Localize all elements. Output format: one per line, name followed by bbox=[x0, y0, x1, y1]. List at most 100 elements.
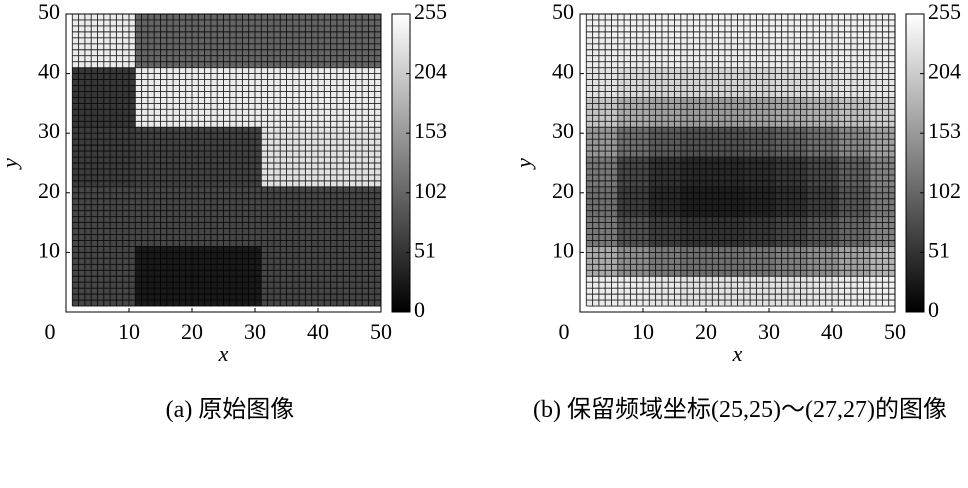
heatmap-cell bbox=[680, 157, 713, 187]
heatmap-cell bbox=[743, 97, 776, 128]
colorbar-tick-label: 51 bbox=[414, 237, 436, 262]
heatmap-cell bbox=[806, 67, 839, 98]
heatmap-cell bbox=[838, 216, 870, 247]
x-tick-label: 20 bbox=[695, 319, 717, 344]
heatmap-cell bbox=[617, 157, 650, 187]
heatmap-cell bbox=[806, 127, 839, 158]
colorbar bbox=[391, 13, 411, 313]
heatmap-cell bbox=[838, 67, 870, 98]
y-tick-label: 10 bbox=[552, 237, 574, 262]
heatmap-cell bbox=[806, 97, 839, 128]
colorbar-tick-label: 255 bbox=[414, 0, 447, 24]
colorbar-tick-label: 204 bbox=[414, 59, 447, 84]
heatmap-cell bbox=[649, 157, 681, 187]
colorbar bbox=[905, 13, 925, 313]
x-tick-label: 10 bbox=[118, 319, 140, 344]
heatmap-cell bbox=[775, 157, 807, 187]
heatmap-cell bbox=[680, 37, 713, 68]
caption: (a) 原始图像 bbox=[165, 397, 295, 423]
heatmap-cell bbox=[586, 127, 618, 158]
colorbar-tick-label: 0 bbox=[928, 297, 939, 322]
heatmap-cell bbox=[806, 246, 839, 277]
heatmap-cell bbox=[712, 157, 744, 187]
colorbar-tick-label: 204 bbox=[928, 59, 961, 84]
heatmap-cell bbox=[712, 37, 744, 68]
heatmap-cell bbox=[712, 216, 744, 247]
x-tick-label: 20 bbox=[181, 319, 203, 344]
heatmap-cell bbox=[712, 127, 744, 158]
heatmap-cell bbox=[743, 276, 776, 307]
heatmap-cell bbox=[712, 67, 744, 98]
plot-frame bbox=[65, 13, 382, 313]
colorbar-tick-label: 255 bbox=[928, 0, 961, 24]
heatmap-cell bbox=[649, 246, 681, 277]
y-tick-label: 10 bbox=[38, 237, 60, 262]
heatmap-cell bbox=[617, 276, 650, 307]
heatmap-cell bbox=[649, 67, 681, 98]
heatmap-cell bbox=[743, 37, 776, 68]
heatmap-cell bbox=[649, 97, 681, 128]
heatmap-cell bbox=[775, 186, 807, 217]
heatmap-cell bbox=[586, 157, 618, 187]
heatmap-cell bbox=[586, 37, 618, 68]
y-tick-label: 30 bbox=[552, 118, 574, 143]
heatmap-cell bbox=[712, 97, 744, 128]
heatmap-cell bbox=[586, 276, 618, 307]
heatmap-cell bbox=[649, 37, 681, 68]
x-tick-label: 30 bbox=[758, 319, 780, 344]
heatmap-cell bbox=[838, 127, 870, 158]
y-tick-label: 20 bbox=[552, 178, 574, 203]
heatmap-cell bbox=[649, 186, 681, 217]
heatmap-cell bbox=[680, 67, 713, 98]
heatmap-cell bbox=[806, 186, 839, 217]
heatmap-cell bbox=[712, 186, 744, 217]
heatmap-cell bbox=[617, 246, 650, 277]
heatmap-cell bbox=[743, 127, 776, 158]
heatmap-cell bbox=[806, 37, 839, 68]
y-tick-label: 40 bbox=[552, 59, 574, 84]
heatmap-cell bbox=[617, 216, 650, 247]
heatmap-cell bbox=[680, 97, 713, 128]
figure: 0 10 20 30 40 50 10 20 30 40 50 x y 0 51 102 153 204 255 0 1… bbox=[0, 0, 961, 366]
heatmap-cell bbox=[680, 276, 713, 307]
heatmap-cell bbox=[712, 246, 744, 277]
colorbar-tick-label: 51 bbox=[928, 237, 950, 262]
x-tick-label: 40 bbox=[307, 319, 329, 344]
heatmap-cell bbox=[806, 157, 839, 187]
x-tick-label: 50 bbox=[884, 319, 906, 344]
mesh bbox=[585, 13, 896, 307]
heatmap-cell bbox=[649, 216, 681, 247]
heatmap-cell bbox=[838, 157, 870, 187]
heatmap-cell bbox=[680, 127, 713, 158]
heatmap-cell bbox=[775, 37, 807, 68]
heatmap-cell bbox=[775, 276, 807, 307]
heatmap-cell bbox=[680, 246, 713, 277]
heatmap-cell bbox=[775, 127, 807, 158]
colorbar-tick-label: 153 bbox=[414, 118, 447, 143]
heatmap-cell bbox=[743, 157, 776, 187]
colorbar-tick-label: 102 bbox=[928, 178, 961, 203]
colorbar-tick-label: 102 bbox=[414, 178, 447, 203]
y-tick-label: 30 bbox=[38, 118, 60, 143]
y-axis-label: y bbox=[0, 158, 22, 170]
heatmap-cell bbox=[261, 14, 381, 68]
colorbar-tick-label: 0 bbox=[414, 297, 425, 322]
colorbar-tick-label: 153 bbox=[928, 118, 961, 143]
x-tick-label: 0 bbox=[559, 319, 570, 344]
x-tick-label: 30 bbox=[244, 319, 266, 344]
heatmap-cell bbox=[806, 276, 839, 307]
x-tick-label: 50 bbox=[370, 319, 392, 344]
mesh bbox=[71, 13, 382, 307]
plot-frame bbox=[579, 13, 896, 313]
heatmap-cell bbox=[680, 186, 713, 217]
x-axis-label: x bbox=[732, 341, 743, 366]
caption: (b) 保留频域坐标(25,25)～(27,27)的图像 bbox=[533, 397, 947, 423]
heatmap-cell bbox=[838, 97, 870, 128]
heatmap-cell bbox=[586, 246, 618, 277]
y-tick-label: 20 bbox=[38, 178, 60, 203]
heatmap-cell bbox=[586, 216, 618, 247]
heatmap-cell bbox=[617, 67, 650, 98]
heatmap-cell bbox=[617, 127, 650, 158]
heatmap-cell bbox=[838, 276, 870, 307]
